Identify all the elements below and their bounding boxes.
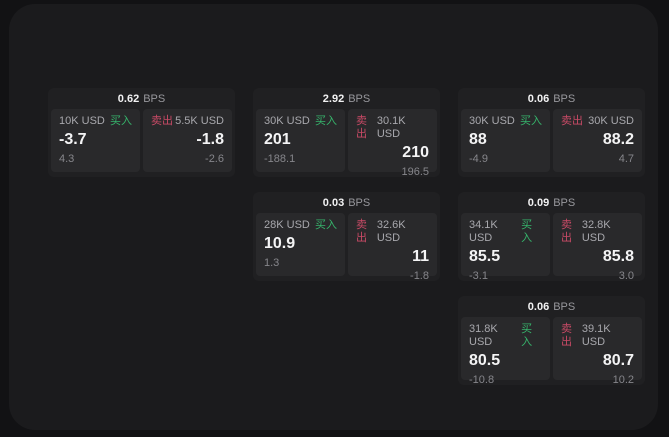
sell-label: 卖出: [356, 219, 367, 245]
quote-card-6[interactable]: 0.06 BPS 31.8K USD 买入 80.5 -10.8 卖出 39.1…: [458, 296, 645, 386]
bps-value: 0.09: [527, 196, 550, 209]
bps-value: 0.03: [322, 196, 345, 209]
bps-header: 0.09 BPS: [458, 192, 645, 213]
bps-unit-label: BPS: [143, 92, 166, 105]
buy-panel[interactable]: 10K USD 买入 -3.7 4.3: [51, 109, 140, 172]
buy-delta: 4.3: [59, 152, 75, 165]
buy-panel[interactable]: 34.1K USD 买入 85.5 -3.1: [461, 213, 550, 282]
sell-notional: 30K USD: [588, 115, 634, 127]
sell-panel[interactable]: 卖出 5.5K USD -1.8 -2.6: [143, 109, 232, 172]
sell-price: 210: [402, 144, 429, 162]
sell-delta: 3.0: [618, 269, 634, 282]
buy-notional: 30K USD: [264, 115, 310, 127]
bps-unit-label: BPS: [348, 92, 371, 105]
bps-header: 0.06 BPS: [458, 296, 645, 317]
buy-price: -3.7: [59, 131, 87, 149]
buy-delta: -188.1: [264, 152, 296, 165]
bps-unit-label: BPS: [553, 300, 576, 313]
buy-price: 88: [469, 131, 487, 149]
quote-card-1[interactable]: 0.62 BPS 10K USD 买入 -3.7 4.3 卖出 5.5K USD…: [48, 88, 235, 177]
sell-price: 11: [412, 248, 429, 266]
buy-label: 买入: [315, 115, 337, 127]
buy-delta: 1.3: [264, 256, 280, 269]
bps-header: 2.92 BPS: [253, 88, 440, 109]
sell-notional: 32.6K USD: [376, 219, 406, 245]
buy-label: 买入: [315, 219, 337, 231]
bps-unit-label: BPS: [553, 92, 576, 105]
buy-panel[interactable]: 28K USD 买入 10.9 1.3: [256, 213, 345, 276]
sell-label: 卖出: [151, 115, 173, 127]
sell-panel[interactable]: 卖出 30K USD 88.2 4.7: [553, 109, 642, 172]
sell-label: 卖出: [561, 115, 583, 127]
buy-notional: 10K USD: [59, 115, 105, 127]
buy-price: 80.5: [469, 352, 501, 370]
sell-price: -1.8: [196, 131, 224, 149]
quote-card-3[interactable]: 0.03 BPS 28K USD 买入 10.9 1.3 卖出 32.6K US…: [253, 192, 440, 282]
buy-notional: 30K USD: [469, 115, 515, 127]
bps-value: 2.92: [322, 92, 345, 105]
buy-label: 买入: [521, 323, 533, 349]
sell-notional: 39.1K USD: [581, 323, 611, 349]
buy-notional: 31.8K USD: [469, 323, 498, 349]
buy-delta: -3.1: [469, 269, 488, 282]
bps-unit-label: BPS: [553, 196, 576, 209]
sell-label: 卖出: [356, 115, 367, 141]
sell-delta: 4.7: [618, 152, 634, 165]
buy-notional: 34.1K USD: [469, 219, 498, 245]
sell-label: 卖出: [561, 323, 572, 349]
sell-notional: 30.1K USD: [376, 115, 406, 141]
buy-panel[interactable]: 30K USD 买入 88 -4.9: [461, 109, 550, 172]
sell-price: 85.8: [602, 248, 634, 266]
bps-header: 0.62 BPS: [48, 88, 235, 109]
sell-panel[interactable]: 卖出 32.6K USD 11 -1.8: [348, 213, 437, 282]
sell-notional: 32.8K USD: [581, 219, 611, 245]
sell-label: 卖出: [561, 219, 572, 245]
buy-panel[interactable]: 30K USD 买入 201 -188.1: [256, 109, 345, 172]
buy-price: 85.5: [469, 248, 501, 266]
buy-price: 201: [264, 131, 291, 149]
bps-value: 0.06: [527, 92, 550, 105]
main-panel: 0.62 BPS 10K USD 买入 -3.7 4.3 卖出 5.5K USD…: [9, 4, 658, 430]
bps-header: 0.06 BPS: [458, 88, 645, 109]
sell-panel[interactable]: 卖出 30.1K USD 210 196.5: [348, 109, 437, 178]
sell-panel[interactable]: 卖出 32.8K USD 85.8 3.0: [553, 213, 642, 282]
buy-delta: -10.8: [469, 373, 495, 386]
quote-card-4[interactable]: 0.06 BPS 30K USD 买入 88 -4.9 卖出 30K USD 8…: [458, 88, 645, 177]
quote-card-5[interactable]: 0.09 BPS 34.1K USD 买入 85.5 -3.1 卖出 32.8K…: [458, 192, 645, 282]
buy-label: 买入: [520, 115, 542, 127]
sell-delta: 196.5: [401, 165, 429, 178]
sell-delta: -2.6: [205, 152, 224, 165]
buy-delta: -4.9: [469, 152, 488, 165]
buy-price: 10.9: [264, 235, 296, 253]
sell-panel[interactable]: 卖出 39.1K USD 80.7 10.2: [553, 317, 642, 386]
bps-value: 0.06: [527, 300, 550, 313]
sell-price: 80.7: [602, 352, 634, 370]
sell-notional: 5.5K USD: [175, 115, 224, 127]
sell-price: 88.2: [602, 131, 634, 149]
buy-label: 买入: [110, 115, 132, 127]
sell-delta: 10.2: [612, 373, 634, 386]
buy-notional: 28K USD: [264, 219, 310, 231]
buy-label: 买入: [521, 219, 533, 245]
bps-value: 0.62: [117, 92, 140, 105]
bps-header: 0.03 BPS: [253, 192, 440, 213]
quote-card-2[interactable]: 2.92 BPS 30K USD 买入 201 -188.1 卖出 30.1K …: [253, 88, 440, 178]
bps-unit-label: BPS: [348, 196, 371, 209]
sell-delta: -1.8: [410, 269, 429, 282]
buy-panel[interactable]: 31.8K USD 买入 80.5 -10.8: [461, 317, 550, 386]
